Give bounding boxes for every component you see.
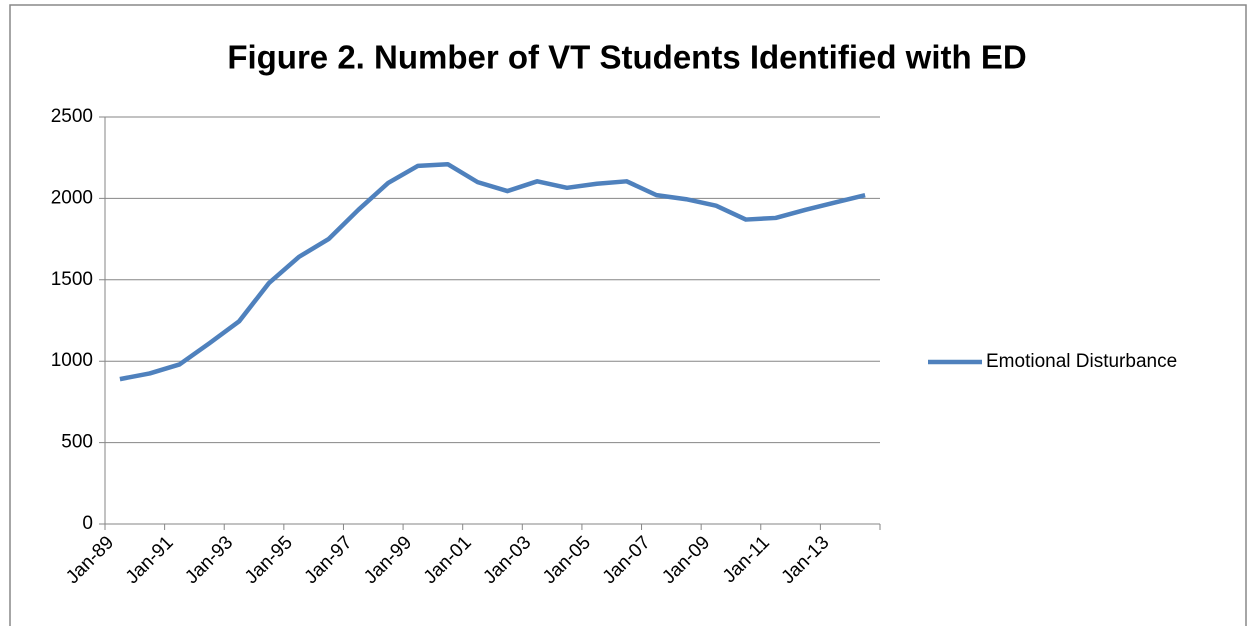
chart-border [9, 4, 1247, 626]
legend-label: Emotional Disturbance [986, 351, 1177, 372]
y-tick-label: 1000 [51, 350, 93, 371]
data-line [119, 161, 866, 382]
y-tick-label: 2500 [51, 106, 93, 127]
y-tick-label: 500 [61, 432, 93, 453]
y-tick-label: 2000 [51, 187, 93, 208]
chart-title: Figure 2. Number of VT Students Identifi… [227, 39, 1026, 76]
y-tick-label: 1500 [51, 269, 93, 290]
y-tick-label: 0 [82, 513, 93, 534]
